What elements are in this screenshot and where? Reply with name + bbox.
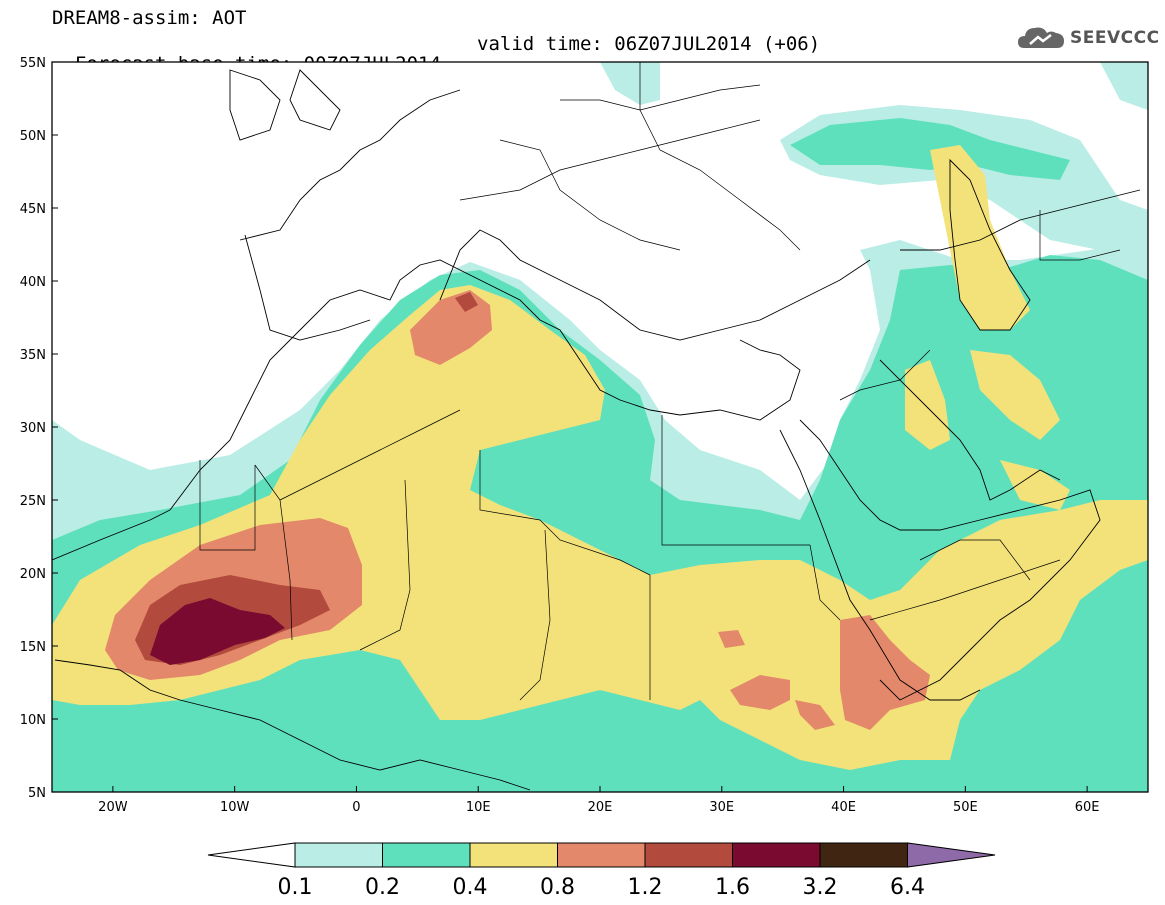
seevccc-logo: SEEVCCC: [1016, 22, 1159, 54]
colorbar-swatch-3: [557, 842, 646, 868]
longitude-labels: 20W 10W 0 10E 20E 30E 40E 50E 60E: [98, 786, 1099, 815]
colorbar-label-6.4: 6.4: [890, 875, 925, 900]
colorbar-swatch-5: [732, 842, 821, 868]
lat-label-25N: 25N: [20, 494, 46, 509]
colorbar-swatch-6: [819, 842, 908, 868]
lat-label-55N: 55N: [20, 56, 46, 71]
lat-label-20N: 20N: [20, 567, 46, 582]
colorbar-label-1.6: 1.6: [715, 875, 750, 900]
colorbar-label-3.2: 3.2: [803, 875, 838, 900]
colorbar-label-0.1: 0.1: [278, 875, 313, 900]
logo-text: SEEVCCC: [1070, 28, 1160, 48]
valid-time-text: valid time: 06Z07JUL2014 (+06): [477, 33, 821, 55]
lon-label-10E: 10E: [466, 800, 491, 815]
lat-label-35N: 35N: [20, 348, 46, 363]
colorbar-swatch-0: [294, 842, 383, 868]
aot-contours: [52, 62, 1148, 792]
cloud-logo-icon: [1018, 27, 1064, 48]
colorbar-swatch-1: [382, 842, 471, 868]
coastlines: [52, 69, 1141, 791]
map-title: DREAM8-assim: AOT: [52, 7, 247, 29]
colorbar-label-0.4: 0.4: [453, 875, 488, 900]
lon-label-0: 0: [352, 800, 360, 815]
colorbar-label-0.2: 0.2: [365, 875, 400, 900]
colorbar-swatch-2: [469, 842, 558, 868]
latitude-labels: 55N 50N 45N 40N 35N 30N 25N 20N 15N 10N 5N: [20, 56, 58, 801]
lon-label-40E: 40E: [831, 800, 856, 815]
aot-level-1.6: [150, 598, 285, 665]
lon-label-50E: 50E: [953, 800, 978, 815]
colorbar-swatch-7: [907, 842, 996, 868]
lat-label-50N: 50N: [20, 129, 46, 144]
colorbar-under-arrow: [207, 842, 296, 868]
lon-label-20W: 20W: [98, 800, 128, 815]
lon-label-30E: 30E: [709, 800, 734, 815]
country-borders: [199, 62, 1121, 701]
colorbar-label-0.8: 0.8: [540, 875, 575, 900]
lat-label-10N: 10N: [20, 713, 46, 728]
lon-label-20E: 20E: [588, 800, 613, 815]
lon-label-60E: 60E: [1075, 800, 1100, 815]
lat-label-40N: 40N: [20, 275, 46, 290]
lat-label-5N: 5N: [28, 786, 46, 801]
lon-label-10W: 10W: [220, 800, 250, 815]
colorbar-label-1.2: 1.2: [628, 875, 663, 900]
colorbar-swatch-4: [644, 842, 733, 868]
lat-label-45N: 45N: [20, 202, 46, 217]
lat-label-30N: 30N: [20, 421, 46, 436]
lat-label-15N: 15N: [20, 640, 46, 655]
